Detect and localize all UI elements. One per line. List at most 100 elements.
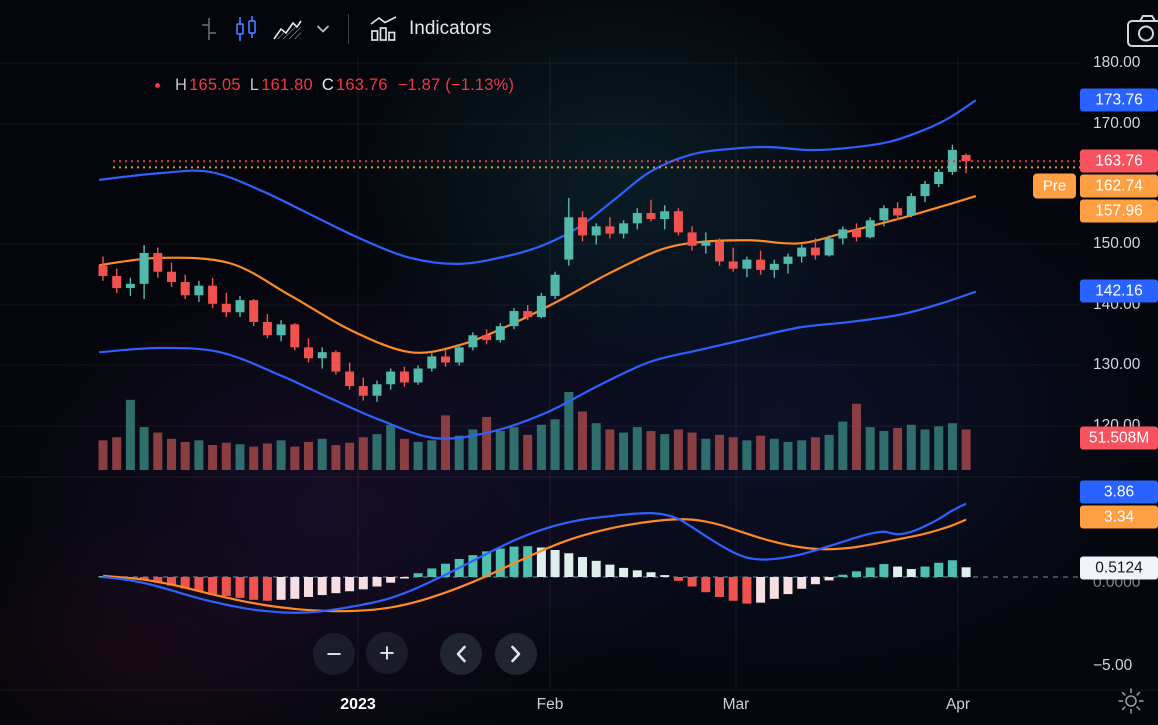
ohlc-change-value: −1.87 (−1.13%) <box>397 76 515 94</box>
macd-histogram-bar <box>742 577 752 604</box>
price-badge: 3.34 <box>1080 505 1158 529</box>
macd-histogram-bar <box>523 546 533 577</box>
macd-histogram-bar <box>824 577 834 581</box>
macd-histogram-bar <box>372 577 382 587</box>
candle <box>660 211 670 220</box>
macd-histogram-bar <box>687 577 697 587</box>
candle <box>523 311 533 318</box>
candle <box>742 259 752 269</box>
price-badge: 0.5124 <box>1080 556 1158 580</box>
candle <box>372 384 382 396</box>
macd-histogram-bar <box>509 546 519 577</box>
candle <box>167 271 176 283</box>
middle-band <box>98 195 977 354</box>
macd-histogram-bar <box>865 567 875 577</box>
macd-histogram-bar <box>810 577 820 585</box>
macd-histogram-bar <box>276 577 286 600</box>
theme-toggle-button[interactable] <box>1116 686 1146 719</box>
candle <box>810 247 820 256</box>
candle <box>961 154 971 162</box>
ohlc-close-value: 163.76 <box>335 76 388 94</box>
chart-style-dropdown[interactable] <box>310 20 336 38</box>
candle <box>838 229 848 239</box>
area-style-icon <box>273 20 302 40</box>
candle <box>249 300 259 322</box>
candle <box>427 356 437 369</box>
zoom-in-button[interactable]: + <box>366 632 408 674</box>
candle <box>632 213 642 224</box>
candle <box>578 217 587 236</box>
ohlc-close-label: C <box>321 76 334 94</box>
macd-histogram-bar <box>961 567 971 577</box>
candle <box>673 211 683 233</box>
ohlc-low-value: 161.80 <box>261 76 313 94</box>
candle <box>358 386 368 396</box>
pan-right-button[interactable] <box>495 633 537 675</box>
macd-histogram-bar <box>468 555 478 577</box>
candle <box>934 171 944 184</box>
candle <box>852 229 861 238</box>
top-toolbar: Indicators <box>192 10 497 48</box>
macd-histogram-bar <box>906 569 916 577</box>
zoom-out-button[interactable]: − <box>313 633 355 675</box>
time-axis-label: 2023 <box>340 696 376 713</box>
candle <box>728 261 738 269</box>
candles-style-button[interactable] <box>226 11 266 47</box>
macd-histogram-bar <box>304 577 313 597</box>
bars-style-icon <box>202 18 216 40</box>
price-tick-label: 130.00 <box>1093 356 1141 373</box>
candle <box>112 275 122 289</box>
candle <box>509 311 519 327</box>
macd-histogram-bar <box>536 547 546 577</box>
bars-style-button[interactable] <box>192 12 226 46</box>
ohlc-high-value: 165.05 <box>189 76 241 94</box>
indicators-button[interactable]: Indicators <box>361 10 497 48</box>
macd-histogram-bar <box>358 577 368 590</box>
macd-histogram-bar <box>660 575 670 577</box>
candle <box>454 347 464 363</box>
upper-band <box>98 99 977 265</box>
candle <box>824 238 834 256</box>
candle <box>399 371 409 383</box>
candle <box>495 326 505 341</box>
indicators-icon <box>370 16 397 41</box>
macd-histogram-bar <box>838 574 848 577</box>
time-axis[interactable]: 2023 Feb Mar Apr <box>0 690 1080 725</box>
macd-histogram-bar <box>701 577 711 593</box>
price-tick-label: 170.00 <box>1093 115 1141 132</box>
candle <box>797 247 807 257</box>
macd-histogram-bar <box>934 562 944 577</box>
macd-histogram-bar <box>646 572 656 577</box>
macd-histogram-bar <box>797 577 807 589</box>
pan-left-button[interactable] <box>440 633 482 675</box>
macd-histogram-bar <box>427 568 437 577</box>
price-badge: 142.16 <box>1080 279 1158 303</box>
candle <box>413 368 423 383</box>
candle <box>920 184 930 197</box>
candle <box>550 274 560 296</box>
candle <box>646 213 656 220</box>
macd-histogram-bar <box>550 550 560 577</box>
minus-icon: − <box>326 638 342 669</box>
candle <box>441 356 450 363</box>
candle <box>564 217 574 260</box>
screenshot-button[interactable] <box>1126 11 1158 52</box>
macd-line <box>102 502 967 614</box>
price-badge: 162.74 <box>1080 174 1158 198</box>
candle <box>345 371 355 387</box>
candle <box>208 285 218 304</box>
bollinger-bands <box>98 99 977 440</box>
macd-histogram-bar <box>399 577 409 579</box>
candle <box>468 335 478 348</box>
macd-histogram-bar <box>564 553 574 577</box>
candle <box>893 208 903 216</box>
macd-histogram-bar <box>194 577 204 592</box>
candle <box>139 252 149 284</box>
area-style-button[interactable] <box>266 12 310 46</box>
indicators-label: Indicators <box>409 18 492 39</box>
price-axis[interactable]: 180.00 170.00 150.00 140.00 130.00 120.00 0.00… <box>1033 0 1158 725</box>
macd-histogram-bar <box>386 577 396 583</box>
price-badge: 51.508M <box>1080 426 1158 450</box>
